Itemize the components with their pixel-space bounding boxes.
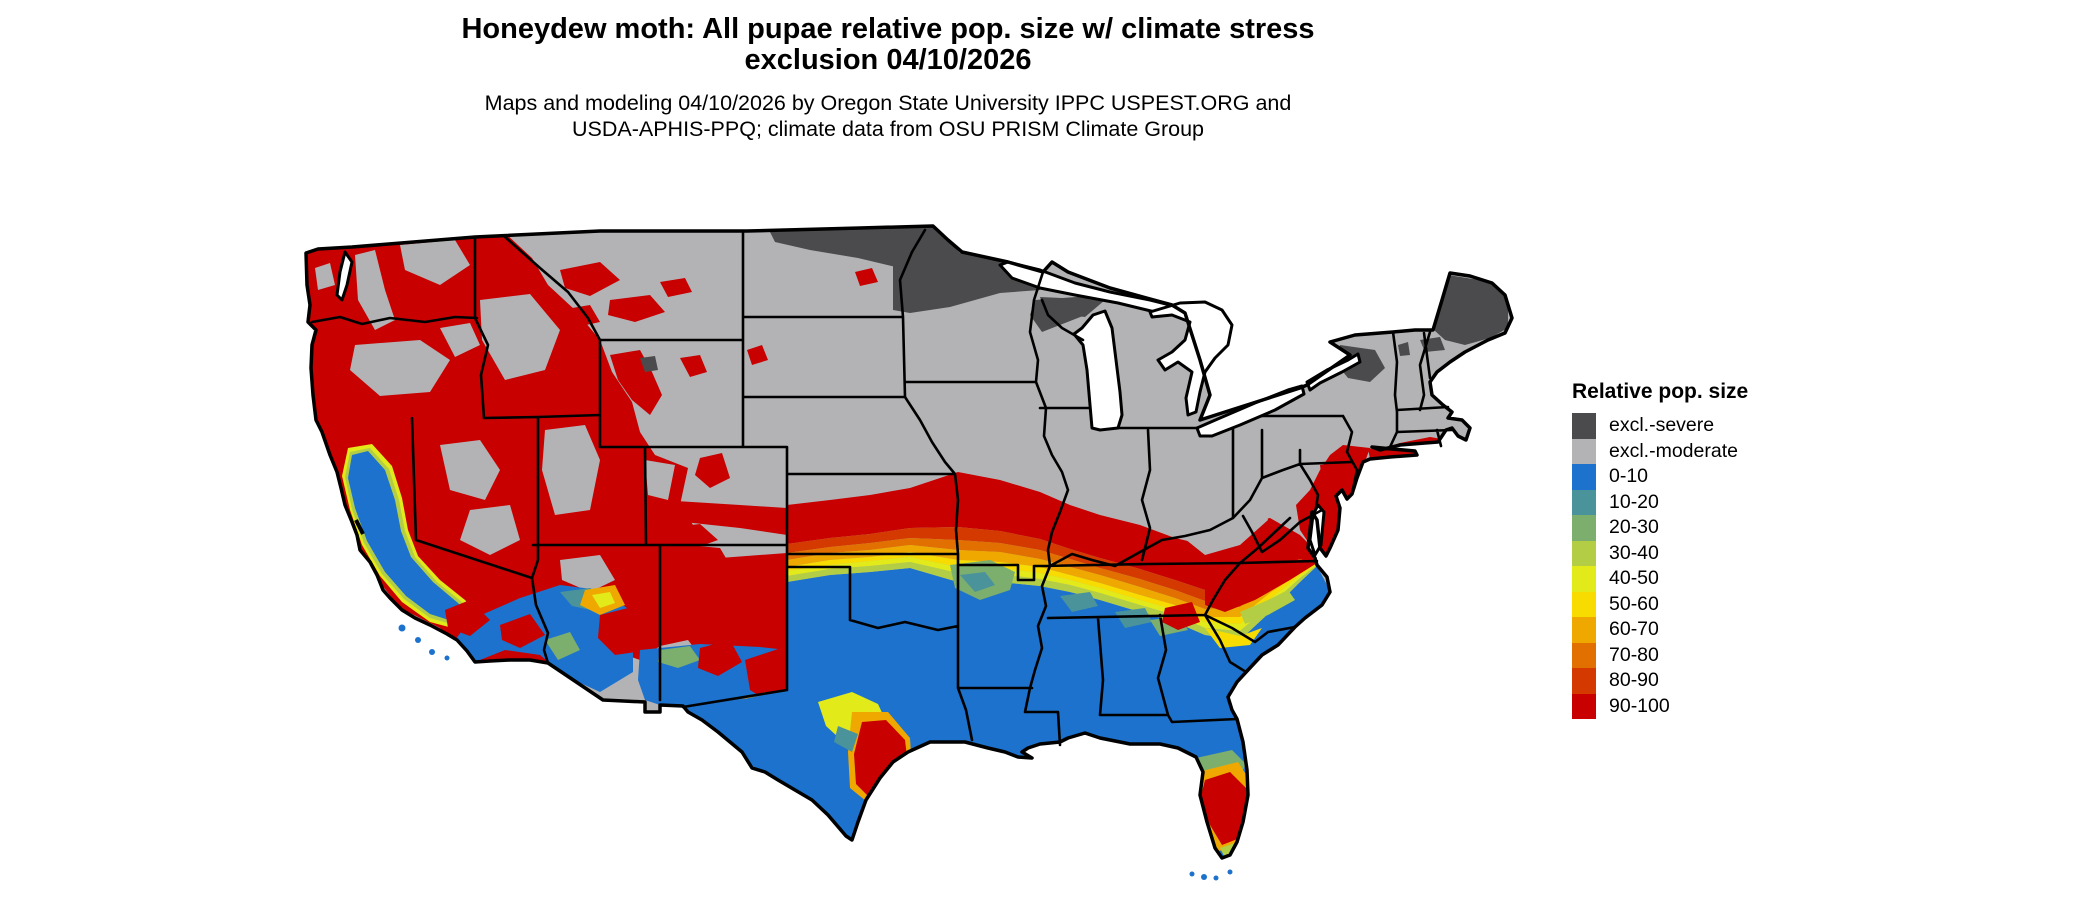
legend-swatch-c70_80 [1572, 642, 1596, 668]
region-excl-severe [640, 226, 1508, 382]
legend-swatch-c80_90 [1572, 668, 1596, 694]
us-outline [304, 224, 1514, 860]
legend-item: excl.-severe [1572, 413, 1832, 439]
legend-swatch-c20_30 [1572, 515, 1596, 541]
legend-rows: excl.-severe excl.-moderate 0-10 10-20 20-30… [1572, 413, 1832, 719]
legend-label: 80-90 [1609, 669, 1659, 692]
legend-label: excl.-severe [1609, 414, 1715, 437]
legend-swatch-c90_100 [1572, 693, 1596, 719]
legend: Relative pop. size excl.-severe excl.-mod… [1572, 380, 1832, 719]
legend-swatch-c50_60 [1572, 591, 1596, 617]
legend-swatch-c30_40 [1572, 540, 1596, 566]
header: Honeydew moth: All pupae relative pop. s… [0, 14, 1776, 142]
legend-item: 30-40 [1572, 540, 1832, 566]
region-west-gray-patches [315, 240, 675, 592]
legend-label: 30-40 [1609, 541, 1659, 564]
legend-item: 40-50 [1572, 566, 1832, 592]
sf-bay [354, 519, 365, 535]
legend-label: 10-20 [1609, 490, 1659, 513]
legend-item: 90-100 [1572, 693, 1832, 719]
legend-label: 20-30 [1609, 516, 1659, 539]
legend-item: 0-10 [1572, 464, 1832, 490]
legend-label: 90-100 [1609, 694, 1670, 717]
legend-swatch-excl_moderate [1572, 438, 1596, 464]
lake-erie [1195, 384, 1306, 438]
subtitle-line1: Maps and modeling 04/10/2026 by Oregon S… [484, 91, 1292, 115]
legend-swatch-c10_20 [1572, 489, 1596, 515]
legend-item: excl.-moderate [1572, 438, 1832, 464]
region-interior-red-patches [560, 262, 878, 640]
legend-label: 50-60 [1609, 592, 1659, 615]
legend-item: 60-70 [1572, 617, 1832, 643]
page-title-line2: exclusion 04/10/2026 [744, 44, 1032, 76]
legend-label: 70-80 [1609, 643, 1659, 666]
legend-label: 60-70 [1609, 618, 1659, 641]
lake-huron [1148, 300, 1234, 417]
legend-title: Relative pop. size [1572, 380, 1749, 403]
legend-label: excl.-moderate [1609, 439, 1738, 462]
legend-item: 20-30 [1572, 515, 1832, 541]
region-southwest-lowlands [445, 585, 665, 692]
legend-item: 10-20 [1572, 489, 1832, 515]
legend-swatch-excl_severe [1572, 413, 1596, 439]
region-islands [398, 624, 1233, 881]
legend-label: 0-10 [1609, 465, 1649, 488]
state-borders [310, 228, 1454, 747]
legend-swatch-c40_50 [1572, 566, 1596, 592]
region-appalachian-south [1162, 556, 1317, 648]
region-california-valley [342, 444, 478, 630]
legend-item: 80-90 [1572, 668, 1832, 694]
page-title-line1: Honeydew moth: All pupae relative pop. s… [461, 13, 1315, 45]
puget-sound [335, 250, 354, 302]
legend-swatch-c0_10 [1572, 464, 1596, 490]
legend-swatch-c60_70 [1572, 617, 1596, 643]
legend-item: 50-60 [1572, 591, 1832, 617]
legend-item: 70-80 [1572, 642, 1832, 668]
legend-label: 40-50 [1609, 567, 1659, 590]
subtitle-line2: USDA-APHIS-PPQ; climate data from OSU PR… [571, 117, 1205, 141]
